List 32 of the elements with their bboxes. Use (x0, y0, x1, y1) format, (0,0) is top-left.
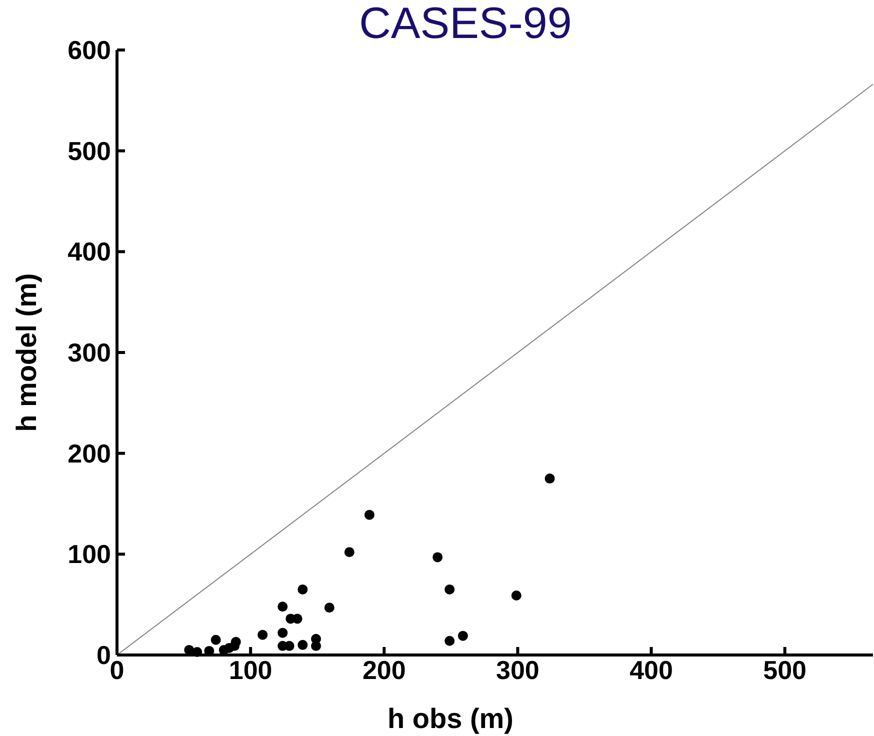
chart-title: CASES-99 (359, 0, 572, 48)
y-tick-label: 200 (68, 438, 111, 468)
point (432, 552, 443, 562)
point (324, 602, 334, 613)
x-axis-title: h obs (m) (388, 703, 514, 734)
point (210, 634, 221, 645)
point (344, 547, 354, 558)
point (458, 630, 468, 641)
point (444, 584, 455, 594)
x-tick-label: 200 (362, 655, 406, 685)
point (298, 584, 308, 594)
y-tick-label: 400 (68, 236, 111, 267)
point (258, 630, 268, 640)
y-tick-label: 300 (68, 338, 111, 368)
point (364, 510, 374, 520)
point (544, 474, 555, 484)
x-tick-label: 400 (630, 655, 673, 685)
y-axis-title: h model (m) (11, 273, 42, 432)
point (298, 640, 308, 650)
y-tick-label: 100 (68, 539, 111, 570)
point (278, 602, 288, 612)
point (311, 640, 322, 651)
point (511, 590, 522, 601)
x-tick-label: 100 (228, 655, 272, 685)
x-tick-label: 500 (763, 655, 807, 685)
y-tick-label: 600 (68, 35, 111, 65)
point (230, 636, 241, 647)
x-tick-label: 300 (496, 655, 540, 685)
point (444, 636, 455, 646)
point (284, 640, 294, 651)
point (278, 628, 288, 638)
y-tick-label: 500 (68, 136, 111, 166)
